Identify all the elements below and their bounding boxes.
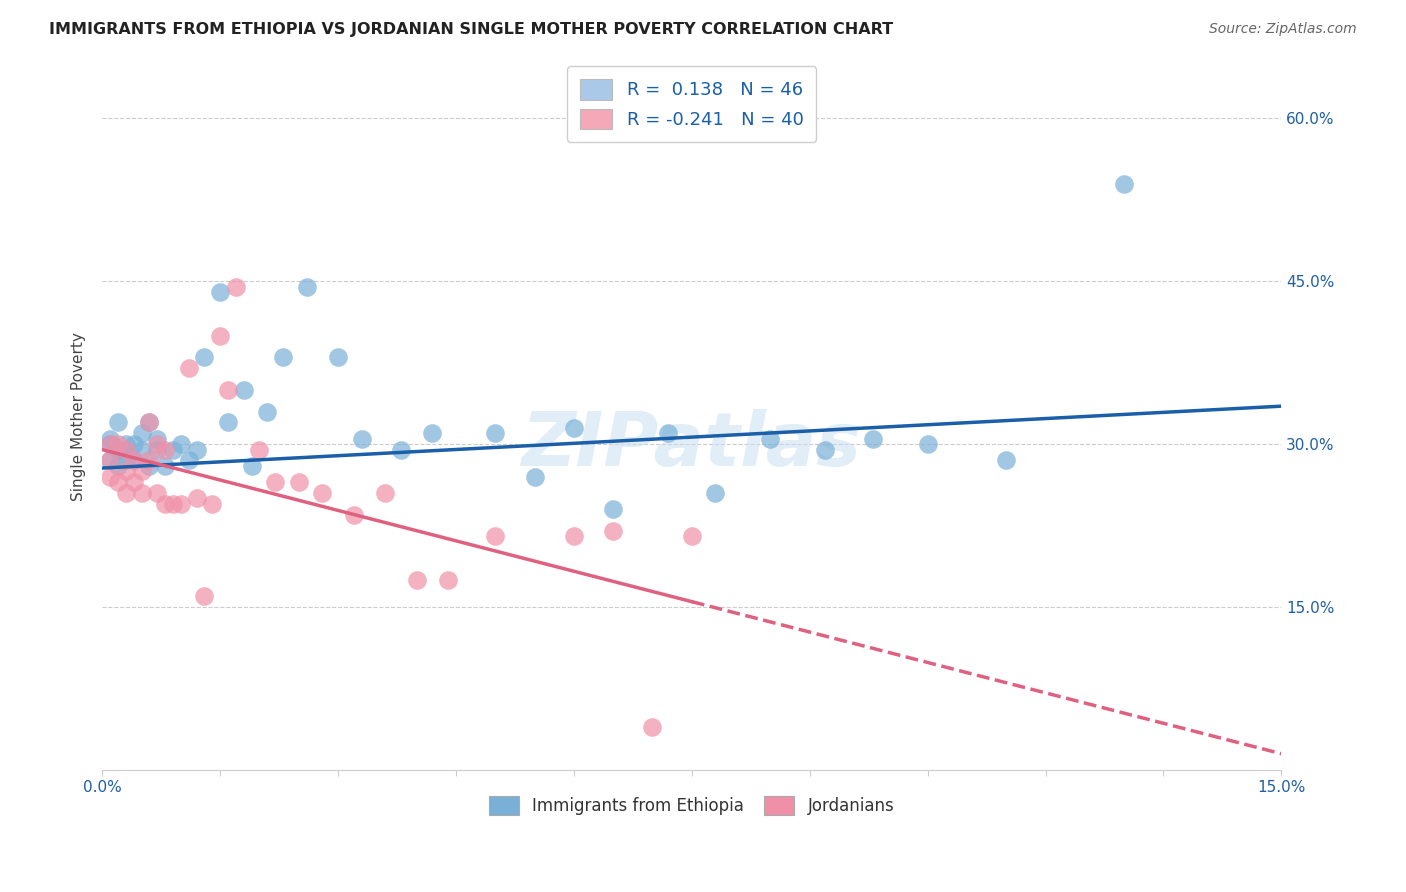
- Point: [350, 432, 373, 446]
- Point: [271, 351, 294, 365]
- Point: [122, 453, 145, 467]
- Point: [138, 416, 160, 430]
- Point: [562, 529, 585, 543]
- Point: [122, 475, 145, 490]
- Point: [995, 453, 1018, 467]
- Point: [107, 442, 129, 457]
- Point: [162, 442, 184, 457]
- Point: [484, 529, 506, 543]
- Point: [256, 404, 278, 418]
- Point: [641, 720, 664, 734]
- Point: [240, 458, 263, 473]
- Point: [193, 351, 215, 365]
- Point: [131, 486, 153, 500]
- Point: [209, 285, 232, 300]
- Point: [484, 426, 506, 441]
- Text: IMMIGRANTS FROM ETHIOPIA VS JORDANIAN SINGLE MOTHER POVERTY CORRELATION CHART: IMMIGRANTS FROM ETHIOPIA VS JORDANIAN SI…: [49, 22, 893, 37]
- Point: [114, 464, 136, 478]
- Point: [114, 437, 136, 451]
- Point: [138, 416, 160, 430]
- Point: [114, 486, 136, 500]
- Point: [311, 486, 333, 500]
- Point: [98, 432, 121, 446]
- Point: [862, 432, 884, 446]
- Point: [170, 437, 193, 451]
- Point: [523, 469, 546, 483]
- Point: [201, 497, 224, 511]
- Point: [1114, 177, 1136, 191]
- Point: [225, 279, 247, 293]
- Point: [153, 458, 176, 473]
- Point: [107, 437, 129, 451]
- Point: [602, 524, 624, 538]
- Point: [437, 573, 460, 587]
- Point: [343, 508, 366, 522]
- Point: [153, 442, 176, 457]
- Point: [562, 421, 585, 435]
- Point: [114, 442, 136, 457]
- Point: [146, 442, 169, 457]
- Point: [122, 437, 145, 451]
- Point: [170, 497, 193, 511]
- Point: [114, 453, 136, 467]
- Point: [131, 426, 153, 441]
- Point: [131, 442, 153, 457]
- Point: [917, 437, 939, 451]
- Point: [814, 442, 837, 457]
- Point: [264, 475, 287, 490]
- Point: [405, 573, 427, 587]
- Point: [657, 426, 679, 441]
- Y-axis label: Single Mother Poverty: Single Mother Poverty: [72, 333, 86, 501]
- Legend: Immigrants from Ethiopia, Jordanians: Immigrants from Ethiopia, Jordanians: [479, 786, 904, 825]
- Point: [146, 486, 169, 500]
- Point: [287, 475, 309, 490]
- Point: [138, 458, 160, 473]
- Point: [98, 437, 121, 451]
- Point: [602, 502, 624, 516]
- Point: [107, 475, 129, 490]
- Point: [122, 453, 145, 467]
- Point: [217, 416, 239, 430]
- Point: [177, 453, 200, 467]
- Point: [232, 383, 254, 397]
- Point: [217, 383, 239, 397]
- Point: [177, 361, 200, 376]
- Point: [186, 491, 208, 506]
- Point: [162, 497, 184, 511]
- Point: [389, 442, 412, 457]
- Text: Source: ZipAtlas.com: Source: ZipAtlas.com: [1209, 22, 1357, 37]
- Point: [326, 351, 349, 365]
- Point: [681, 529, 703, 543]
- Point: [193, 589, 215, 603]
- Point: [249, 442, 271, 457]
- Point: [704, 486, 727, 500]
- Point: [107, 458, 129, 473]
- Point: [374, 486, 396, 500]
- Point: [153, 497, 176, 511]
- Point: [131, 464, 153, 478]
- Point: [98, 453, 121, 467]
- Point: [107, 416, 129, 430]
- Point: [295, 279, 318, 293]
- Point: [114, 442, 136, 457]
- Text: ZIPatlas: ZIPatlas: [522, 409, 862, 482]
- Point: [98, 437, 121, 451]
- Point: [422, 426, 444, 441]
- Point: [186, 442, 208, 457]
- Point: [138, 453, 160, 467]
- Point: [98, 469, 121, 483]
- Point: [209, 328, 232, 343]
- Point: [759, 432, 782, 446]
- Point: [146, 437, 169, 451]
- Point: [98, 453, 121, 467]
- Point: [146, 432, 169, 446]
